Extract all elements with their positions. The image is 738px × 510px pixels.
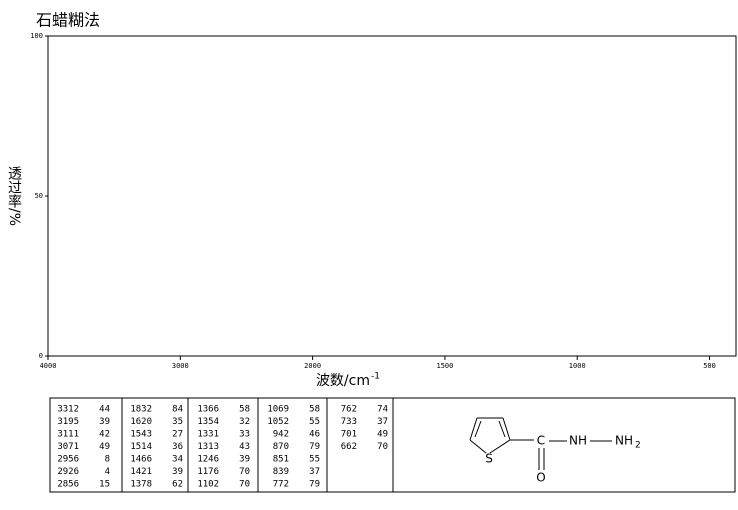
atom-label: NH (615, 434, 633, 448)
y-tick-label: 50 (35, 192, 43, 200)
peak-transmittance: 8 (105, 455, 110, 465)
bond (474, 420, 482, 438)
peak-wavenumber: 1313 (197, 442, 219, 452)
x-tick-label: 1000 (569, 362, 586, 370)
peak-transmittance: 79 (309, 442, 320, 452)
peak-wavenumber: 3071 (57, 442, 79, 452)
peak-wavenumber: 1069 (267, 405, 289, 415)
peak-wavenumber: 1421 (130, 467, 152, 477)
peak-transmittance: 37 (377, 417, 388, 427)
peak-wavenumber: 1466 (130, 455, 152, 465)
peak-transmittance: 44 (99, 405, 110, 415)
x-tick-label: 3000 (172, 362, 189, 370)
x-tick-label: 500 (703, 362, 716, 370)
peak-transmittance: 39 (99, 417, 110, 427)
peak-wavenumber: 1331 (197, 430, 219, 440)
structure: S C O NH NH 2 (469, 417, 641, 485)
peak-wavenumber: 1378 (130, 480, 152, 490)
peak-transmittance: 70 (239, 467, 250, 477)
peak-transmittance: 70 (239, 480, 250, 490)
peak-wavenumber: 762 (341, 405, 357, 415)
bond (469, 439, 487, 454)
atom-label: O (536, 471, 545, 485)
peak-wavenumber: 3111 (57, 430, 79, 440)
peak-transmittance: 49 (377, 430, 388, 440)
peak-wavenumber: 1052 (267, 417, 289, 427)
peak-wavenumber: 1366 (197, 405, 219, 415)
bond (469, 417, 478, 441)
peak-wavenumber: 1514 (130, 442, 152, 452)
bond (498, 420, 506, 438)
peak-transmittance: 55 (309, 417, 320, 427)
peak-transmittance: 36 (172, 442, 183, 452)
peak-wavenumber: 772 (273, 480, 289, 490)
peak-transmittance: 37 (309, 467, 320, 477)
peak-transmittance: 32 (239, 417, 250, 427)
peak-wavenumber: 1354 (197, 417, 219, 427)
y-tick-label: 100 (30, 32, 43, 40)
peak-wavenumber: 3195 (57, 417, 79, 427)
plot-frame (47, 35, 737, 357)
atom-label: NH (569, 434, 587, 448)
peak-wavenumber: 1246 (197, 455, 219, 465)
peak-transmittance: 62 (172, 480, 183, 490)
peak-wavenumber: 1102 (197, 480, 219, 490)
peak-transmittance: 15 (99, 480, 110, 490)
peak-transmittance: 34 (172, 455, 183, 465)
peak-wavenumber: 1543 (130, 430, 152, 440)
peak-wavenumber: 662 (341, 442, 357, 452)
peak-transmittance: 33 (239, 430, 250, 440)
x-tick-label: 4000 (40, 362, 57, 370)
peak-transmittance: 49 (99, 442, 110, 452)
peak-wavenumber: 2956 (57, 455, 79, 465)
bond (489, 439, 511, 454)
peak-wavenumber: 1832 (130, 405, 152, 415)
peak-wavenumber: 870 (273, 442, 289, 452)
peak-transmittance: 70 (377, 442, 388, 452)
bond (502, 417, 511, 441)
peak-wavenumber: 733 (341, 417, 357, 427)
peak-transmittance: 46 (309, 430, 320, 440)
peak-transmittance: 55 (309, 455, 320, 465)
atom-label: S (485, 452, 493, 466)
atom-subscript: 2 (635, 441, 641, 451)
atom-label: C (537, 434, 545, 448)
peak-transmittance: 74 (377, 405, 388, 415)
y-tick-label: 0 (39, 352, 43, 360)
peak-wavenumber: 2926 (57, 467, 79, 477)
peak-wavenumber: 1176 (197, 467, 219, 477)
peak-transmittance: 84 (172, 405, 183, 415)
peak-transmittance: 35 (172, 417, 183, 427)
peak-transmittance: 42 (99, 430, 110, 440)
peak-transmittance: 58 (239, 405, 250, 415)
peak-transmittance: 58 (309, 405, 320, 415)
chart-title: 石蜡糊法 (36, 11, 100, 30)
peak-wavenumber: 1620 (130, 417, 152, 427)
peak-wavenumber: 701 (341, 430, 357, 440)
peak-wavenumber: 3312 (57, 405, 79, 415)
peak-transmittance: 79 (309, 480, 320, 490)
peak-transmittance: 39 (172, 467, 183, 477)
peak-transmittance: 43 (239, 442, 250, 452)
x-tick-label: 1500 (436, 362, 453, 370)
peak-wavenumber: 851 (273, 455, 289, 465)
x-tick-label: 2000 (304, 362, 321, 370)
x-axis-label-sup: -1 (371, 372, 380, 382)
peak-wavenumber: 839 (273, 467, 289, 477)
peak-transmittance: 27 (172, 430, 183, 440)
peak-transmittance: 39 (239, 455, 250, 465)
peak-wavenumber: 942 (273, 430, 289, 440)
y-axis-label: 透过率/% (6, 166, 22, 226)
peak-wavenumber: 2856 (57, 480, 79, 490)
x-axis-label: 波数/cm (316, 373, 370, 389)
peak-transmittance: 4 (105, 467, 110, 477)
